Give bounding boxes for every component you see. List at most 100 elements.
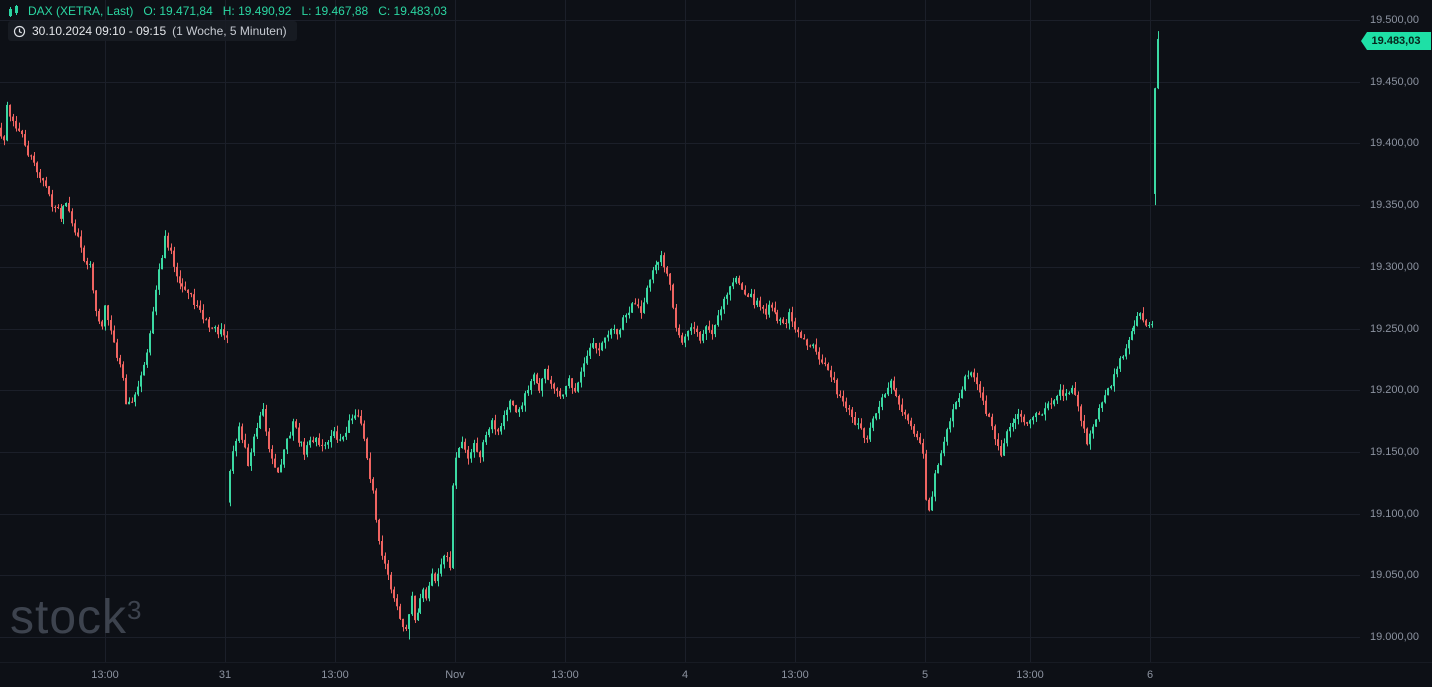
candle-body [812, 344, 814, 347]
candle-body [976, 377, 978, 385]
h-grid-line [0, 143, 1360, 144]
candle-body [1113, 374, 1115, 387]
candle-body [321, 444, 323, 446]
candle-body [952, 409, 954, 422]
candle-body [125, 377, 127, 405]
candle-body [842, 396, 844, 402]
time-axis[interactable]: 13:00 31 13:00 Nov 13:00 4 13:00 5 13:00 6 [0, 662, 1432, 687]
candle-body [934, 473, 936, 497]
candle-body [449, 557, 451, 568]
candle-body [538, 383, 540, 391]
symbol-title[interactable]: DAX (XETRA, Last) [28, 4, 134, 18]
candle-body [1107, 388, 1109, 396]
candle-body [295, 421, 297, 428]
candle-body [550, 379, 552, 384]
candle-body [1104, 395, 1106, 403]
candle-body [907, 414, 909, 421]
h-grid-line [0, 637, 1360, 638]
candle-body [384, 555, 386, 564]
candle-body [1003, 443, 1005, 456]
candle-wick [825, 357, 826, 367]
candle-body [833, 377, 835, 380]
candle-body [851, 409, 853, 418]
candle-body [488, 429, 490, 435]
ohlc-high: H: 19.490,92 [222, 4, 292, 18]
candle-body [476, 443, 478, 452]
candle-body [434, 573, 436, 582]
h-grid-line [0, 514, 1360, 515]
candle-body [675, 307, 677, 328]
candle-body [649, 279, 651, 288]
candle-body [845, 401, 847, 409]
candle-body [9, 104, 11, 117]
candle-body [726, 294, 728, 299]
candle-body [179, 276, 181, 284]
candle-body [190, 292, 192, 295]
candle-body [1000, 445, 1002, 456]
candle-body [518, 409, 520, 413]
price-tick-label: 19.300,00 [1370, 260, 1419, 273]
candle-wick [55, 205, 56, 213]
candle-body [452, 485, 454, 568]
candle-body [1142, 313, 1144, 321]
candle-body [1041, 414, 1043, 416]
candle-body [303, 441, 305, 455]
candle-body [95, 290, 97, 312]
candle-body [446, 555, 448, 558]
v-grid-line [685, 0, 686, 662]
candle-body [643, 302, 645, 313]
ohlc-open: O: 19.471,84 [143, 4, 213, 18]
candle-body [223, 329, 225, 336]
time-tick-label: 6 [1146, 669, 1154, 681]
time-tick-label: 13:00 [1016, 669, 1044, 681]
candle-body [556, 388, 558, 391]
candle-body [336, 431, 338, 440]
candle-body [113, 330, 115, 343]
candle-body [533, 374, 535, 382]
candle-body [193, 294, 195, 306]
candle-wick [635, 298, 636, 305]
candle-body [1148, 324, 1150, 326]
price-axis[interactable]: 19.500,00 19.450,00 19.400,00 19.350,00 19.3… [1360, 0, 1432, 662]
candle-body [54, 206, 56, 208]
price-tick-label: 19.500,00 [1370, 14, 1419, 26]
h-grid-line [0, 82, 1360, 83]
candle-body [732, 282, 734, 287]
candle-body [176, 266, 178, 277]
candle-body [803, 337, 805, 340]
candle-body [345, 432, 347, 437]
candle-body [666, 267, 668, 274]
candle-body [515, 405, 517, 413]
candle-wick [798, 327, 799, 338]
candle-body [872, 418, 874, 428]
candle-body [857, 423, 859, 425]
candle-body [979, 384, 981, 393]
price-tick-label: 19.050,00 [1370, 569, 1419, 582]
candle-body [750, 293, 752, 297]
candle-body [824, 362, 826, 365]
ohlc-close: C: 19.483,03 [378, 4, 447, 18]
candle-body [607, 334, 609, 338]
candle-body [613, 328, 615, 330]
candle-body [107, 305, 109, 321]
candle-body [1006, 431, 1008, 444]
price-tick-label: 19.450,00 [1370, 75, 1419, 88]
candle-body [1020, 413, 1022, 417]
candle-body [601, 342, 603, 351]
candle-body [1026, 422, 1028, 424]
candle-body [708, 326, 710, 331]
candle-body [3, 136, 5, 141]
candle-body [985, 400, 987, 414]
plot-area[interactable] [0, 0, 1360, 662]
last-price-tag: 19.483,03 [1361, 31, 1431, 50]
candle-body [562, 394, 564, 397]
candle-body [747, 294, 749, 297]
candle-body [306, 445, 308, 455]
candle-wick [968, 370, 969, 380]
candle-body [1032, 417, 1034, 421]
candle-body [818, 351, 820, 360]
candle-body [170, 247, 172, 251]
candle-body [265, 409, 267, 432]
candle-wick [188, 289, 189, 300]
candle-body [419, 598, 421, 613]
